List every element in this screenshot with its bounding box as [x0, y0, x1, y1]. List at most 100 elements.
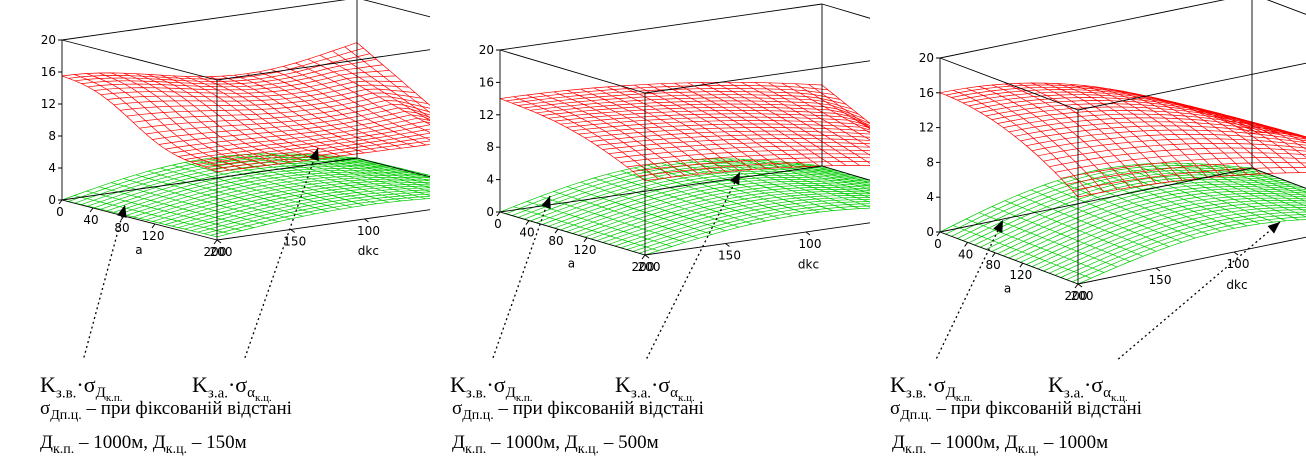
- z-tick-label: 20: [919, 51, 934, 65]
- lower-surface-line: [184, 187, 430, 230]
- z-tick-label: 12: [479, 108, 494, 122]
- lower-surface-line: [197, 191, 430, 233]
- upper-surface-line: [660, 83, 807, 167]
- upper-surface-line: [307, 58, 430, 125]
- upper-surface-line: [1212, 116, 1306, 144]
- chart-panel-1: 04812162004080120200a200150100500dkc Kз.…: [0, 0, 430, 466]
- dkc-tick-mark: [644, 254, 650, 259]
- box-edge: [499, 211, 646, 256]
- lower-surface: [61, 153, 430, 238]
- upper-surface-line: [602, 138, 870, 150]
- a-tick-label: 80: [986, 258, 1001, 272]
- lower-surface-line: [566, 181, 870, 233]
- lower-surface-line: [632, 203, 870, 252]
- z-tick-label: 12: [41, 97, 56, 111]
- a-tick-label: 40: [83, 213, 98, 227]
- upper-surface-line: [626, 153, 870, 168]
- surface-plot-1: 04812162004080120200a200150100500dkc: [41, 0, 430, 360]
- lower-surface-line: [320, 154, 430, 185]
- dkc-tick-mark: [1233, 251, 1239, 256]
- dkc-tick-mark: [290, 229, 296, 233]
- z-tick-label: 16: [41, 65, 56, 79]
- box-edge: [939, 0, 1225, 59]
- z-tick-label: 0: [48, 193, 56, 207]
- dkc-tick-label: 150: [283, 235, 306, 249]
- lower-surface-line: [781, 161, 870, 191]
- dkc-tick-mark: [1077, 283, 1083, 288]
- lower-surface-line: [332, 155, 430, 182]
- dkc-tick-label: 150: [718, 249, 741, 263]
- upper-surface-line: [319, 54, 430, 121]
- dkc-tick-mark: [805, 231, 811, 236]
- annotation-arrowhead: [993, 220, 1003, 233]
- a-tick-label: 200: [204, 245, 227, 259]
- upper-surface-line: [1060, 157, 1306, 179]
- lower-surface-line: [1199, 163, 1306, 207]
- a-tick-label: 0: [494, 217, 502, 231]
- lower-surface-line: [808, 164, 870, 184]
- y-axis-label: dkc: [1226, 278, 1247, 292]
- box-edge: [1251, 167, 1306, 189]
- lower-surface-line: [644, 207, 870, 256]
- upper-surface-line: [344, 46, 430, 114]
- upper-surface-line: [191, 128, 430, 163]
- z-tick-label: 20: [41, 33, 56, 47]
- a-tick-mark: [525, 220, 530, 225]
- box-edge: [499, 3, 823, 51]
- annotation-leader: [1116, 221, 1281, 360]
- dkc-tick-label: 150: [1149, 273, 1172, 287]
- chart-panel-2: 04812162004080120200a200150100500dkc Kз.…: [440, 0, 870, 466]
- z-tick-label: 8: [48, 129, 56, 143]
- lower-surface-line: [620, 199, 870, 249]
- formula-left: Kз.в.·σДк.п.: [890, 372, 973, 405]
- a-tick-mark: [151, 223, 156, 229]
- box-edge: [939, 231, 1079, 285]
- upper-surface-line: [638, 161, 870, 177]
- dkc-tick-label: 100: [357, 224, 380, 238]
- a-tick-label: 40: [958, 247, 973, 261]
- upper-surface-line: [608, 141, 870, 155]
- z-tick-label: 8: [926, 155, 934, 169]
- annotation-arrowhead: [117, 205, 127, 218]
- upper-surface-line: [216, 144, 430, 173]
- upper-surface-line: [1049, 147, 1306, 168]
- note-line-1: σДп.ц. – при фіксованій відстані: [40, 398, 292, 423]
- upper-surface-line: [768, 82, 870, 141]
- a-tick-label: 40: [519, 226, 534, 240]
- dkc-tick-label: 100: [799, 237, 822, 251]
- lower-surface-line: [638, 205, 870, 254]
- annotation-arrowhead: [730, 172, 740, 185]
- lower-surface-line: [1077, 219, 1306, 285]
- upper-surface-line: [620, 149, 870, 163]
- chart-panel-3: 04812162004080120200a200150100500dkc Kз.…: [878, 0, 1306, 466]
- box-edge: [821, 3, 870, 19]
- upper-surface-line: [1238, 126, 1306, 138]
- a-tick-label: 80: [548, 234, 563, 248]
- upper-surface-line: [821, 84, 870, 124]
- lower-surface-line: [1049, 206, 1306, 274]
- a-tick-mark: [641, 254, 646, 260]
- upper-surface-line: [210, 140, 430, 170]
- x-axis-label: a: [1004, 282, 1011, 296]
- note-line-1: σДп.ц. – при фіксованій відстані: [890, 398, 1142, 423]
- upper-surface-line: [632, 157, 870, 172]
- a-tick-mark: [213, 239, 218, 245]
- z-tick-label: 12: [919, 121, 934, 135]
- lower-surface-line: [344, 156, 430, 179]
- lower-surface-line: [1066, 214, 1306, 281]
- upper-surface-line: [808, 84, 870, 128]
- formula-right: Kз.а.·σαк.ц.: [615, 372, 695, 405]
- a-tick-label: 200: [632, 260, 655, 274]
- annotation-arrowhead: [309, 148, 319, 161]
- upper-surface-line: [1077, 172, 1306, 198]
- dkc-tick-label: 200: [210, 245, 233, 259]
- lower-surface-line: [204, 193, 430, 235]
- surface-plot-2: 04812162004080120200a200150100500dkc: [479, 3, 870, 360]
- box-edge: [61, 0, 347, 41]
- annotation-leader: [645, 171, 741, 360]
- formula-left: Kз.в.·σДк.п.: [40, 372, 123, 405]
- upper-surface-line: [1004, 83, 1144, 186]
- dkc-tick-mark: [364, 218, 369, 223]
- dkc-tick-label: 200: [1071, 289, 1094, 303]
- z-tick-label: 0: [926, 225, 934, 239]
